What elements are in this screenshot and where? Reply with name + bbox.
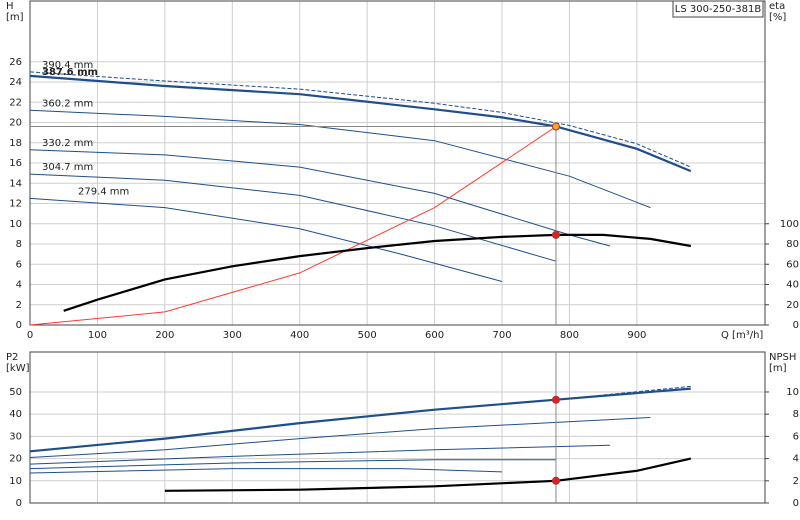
curve-label: 304.7 mm <box>42 162 93 173</box>
y2-axis-label: [%] <box>769 12 786 23</box>
y-tick-label: 22 <box>9 97 22 108</box>
y-tick-label: 18 <box>9 138 22 149</box>
curve <box>63 233 691 312</box>
y-tick-label: 2 <box>16 300 22 311</box>
y2-axis-label: [m] <box>769 363 787 374</box>
title-box <box>672 0 764 18</box>
y-axis-label: [kW] <box>6 363 30 374</box>
x-tick-label: 400 <box>290 330 309 341</box>
y2-tick-label: 20 <box>786 300 799 311</box>
y2-axis-label: NPSH <box>769 352 796 363</box>
y-tick-label: 8 <box>16 239 22 250</box>
y2-tick-label: 40 <box>786 280 799 291</box>
curve-label: 330.2 mm <box>42 138 93 149</box>
x-tick-label: 0 <box>27 330 33 341</box>
y-tick-label: 20 <box>9 118 22 129</box>
curve-label: 387.6 mm <box>42 67 98 78</box>
y-tick-label: 26 <box>9 57 22 68</box>
curve <box>29 71 691 168</box>
curve <box>29 444 610 465</box>
plot-frame <box>29 0 766 326</box>
y-tick-label: 30 <box>9 431 22 442</box>
y2-tick-label: 2 <box>793 476 799 487</box>
y2-tick-label: 60 <box>786 259 799 270</box>
y2-tick-label: 80 <box>786 239 799 250</box>
y-tick-label: 0 <box>16 320 22 331</box>
x-tick-label: 800 <box>560 330 579 341</box>
x-tick-label: 600 <box>425 330 444 341</box>
y2-axis-label: eta <box>769 1 785 12</box>
curve <box>29 468 503 474</box>
y-axis-label: H <box>6 1 14 12</box>
x-tick-label: 500 <box>358 330 377 341</box>
y2-tick-label: 0 <box>793 320 799 331</box>
y2-tick-label: 6 <box>793 431 799 442</box>
chart-title: LS 300-250-381B <box>675 4 762 15</box>
y-tick-label: 20 <box>9 454 22 465</box>
y-tick-label: 10 <box>9 219 22 230</box>
y-tick-label: 0 <box>16 498 22 509</box>
curve <box>29 197 503 282</box>
curve <box>29 459 556 470</box>
curve <box>29 417 651 458</box>
y-tick-label: 4 <box>16 280 22 291</box>
curve-label: 360.2 mm <box>42 98 93 109</box>
y2-tick-label: 10 <box>786 387 799 398</box>
x-tick-label: 700 <box>492 330 511 341</box>
y-tick-label: 14 <box>9 178 22 189</box>
y2-tick-label: 0 <box>793 498 799 509</box>
x-tick-label: 900 <box>627 330 646 341</box>
duty-point <box>551 122 560 131</box>
duty-point <box>551 476 560 485</box>
y-tick-label: 6 <box>16 259 22 270</box>
x-tick-label: 200 <box>155 330 174 341</box>
y2-tick-label: 8 <box>793 409 799 420</box>
curve <box>29 109 651 209</box>
curve-label: 279.4 mm <box>78 186 129 197</box>
duty-point <box>551 395 560 404</box>
duty-point <box>551 230 560 239</box>
y-axis-label: [m] <box>6 12 24 23</box>
curve <box>29 74 692 173</box>
y-axis-label: P2 <box>6 352 18 363</box>
x-tick-label: 100 <box>88 330 107 341</box>
curve <box>29 126 557 326</box>
curve <box>29 149 611 247</box>
curve <box>164 457 692 492</box>
curve-label: 390.4 mm <box>42 60 93 71</box>
y2-tick-label: 4 <box>793 454 799 465</box>
y-tick-label: 12 <box>9 199 22 210</box>
x-tick-label: 300 <box>223 330 242 341</box>
y-tick-label: 16 <box>9 158 22 169</box>
plot-frame <box>29 351 766 504</box>
y-tick-label: 40 <box>9 409 22 420</box>
y2-tick-label: 100 <box>780 219 799 230</box>
y-tick-label: 24 <box>9 77 22 88</box>
y-tick-label: 50 <box>9 387 22 398</box>
x-axis-label: Q [m³/h] <box>721 330 763 341</box>
curve <box>29 387 691 453</box>
y-tick-label: 10 <box>9 476 22 487</box>
